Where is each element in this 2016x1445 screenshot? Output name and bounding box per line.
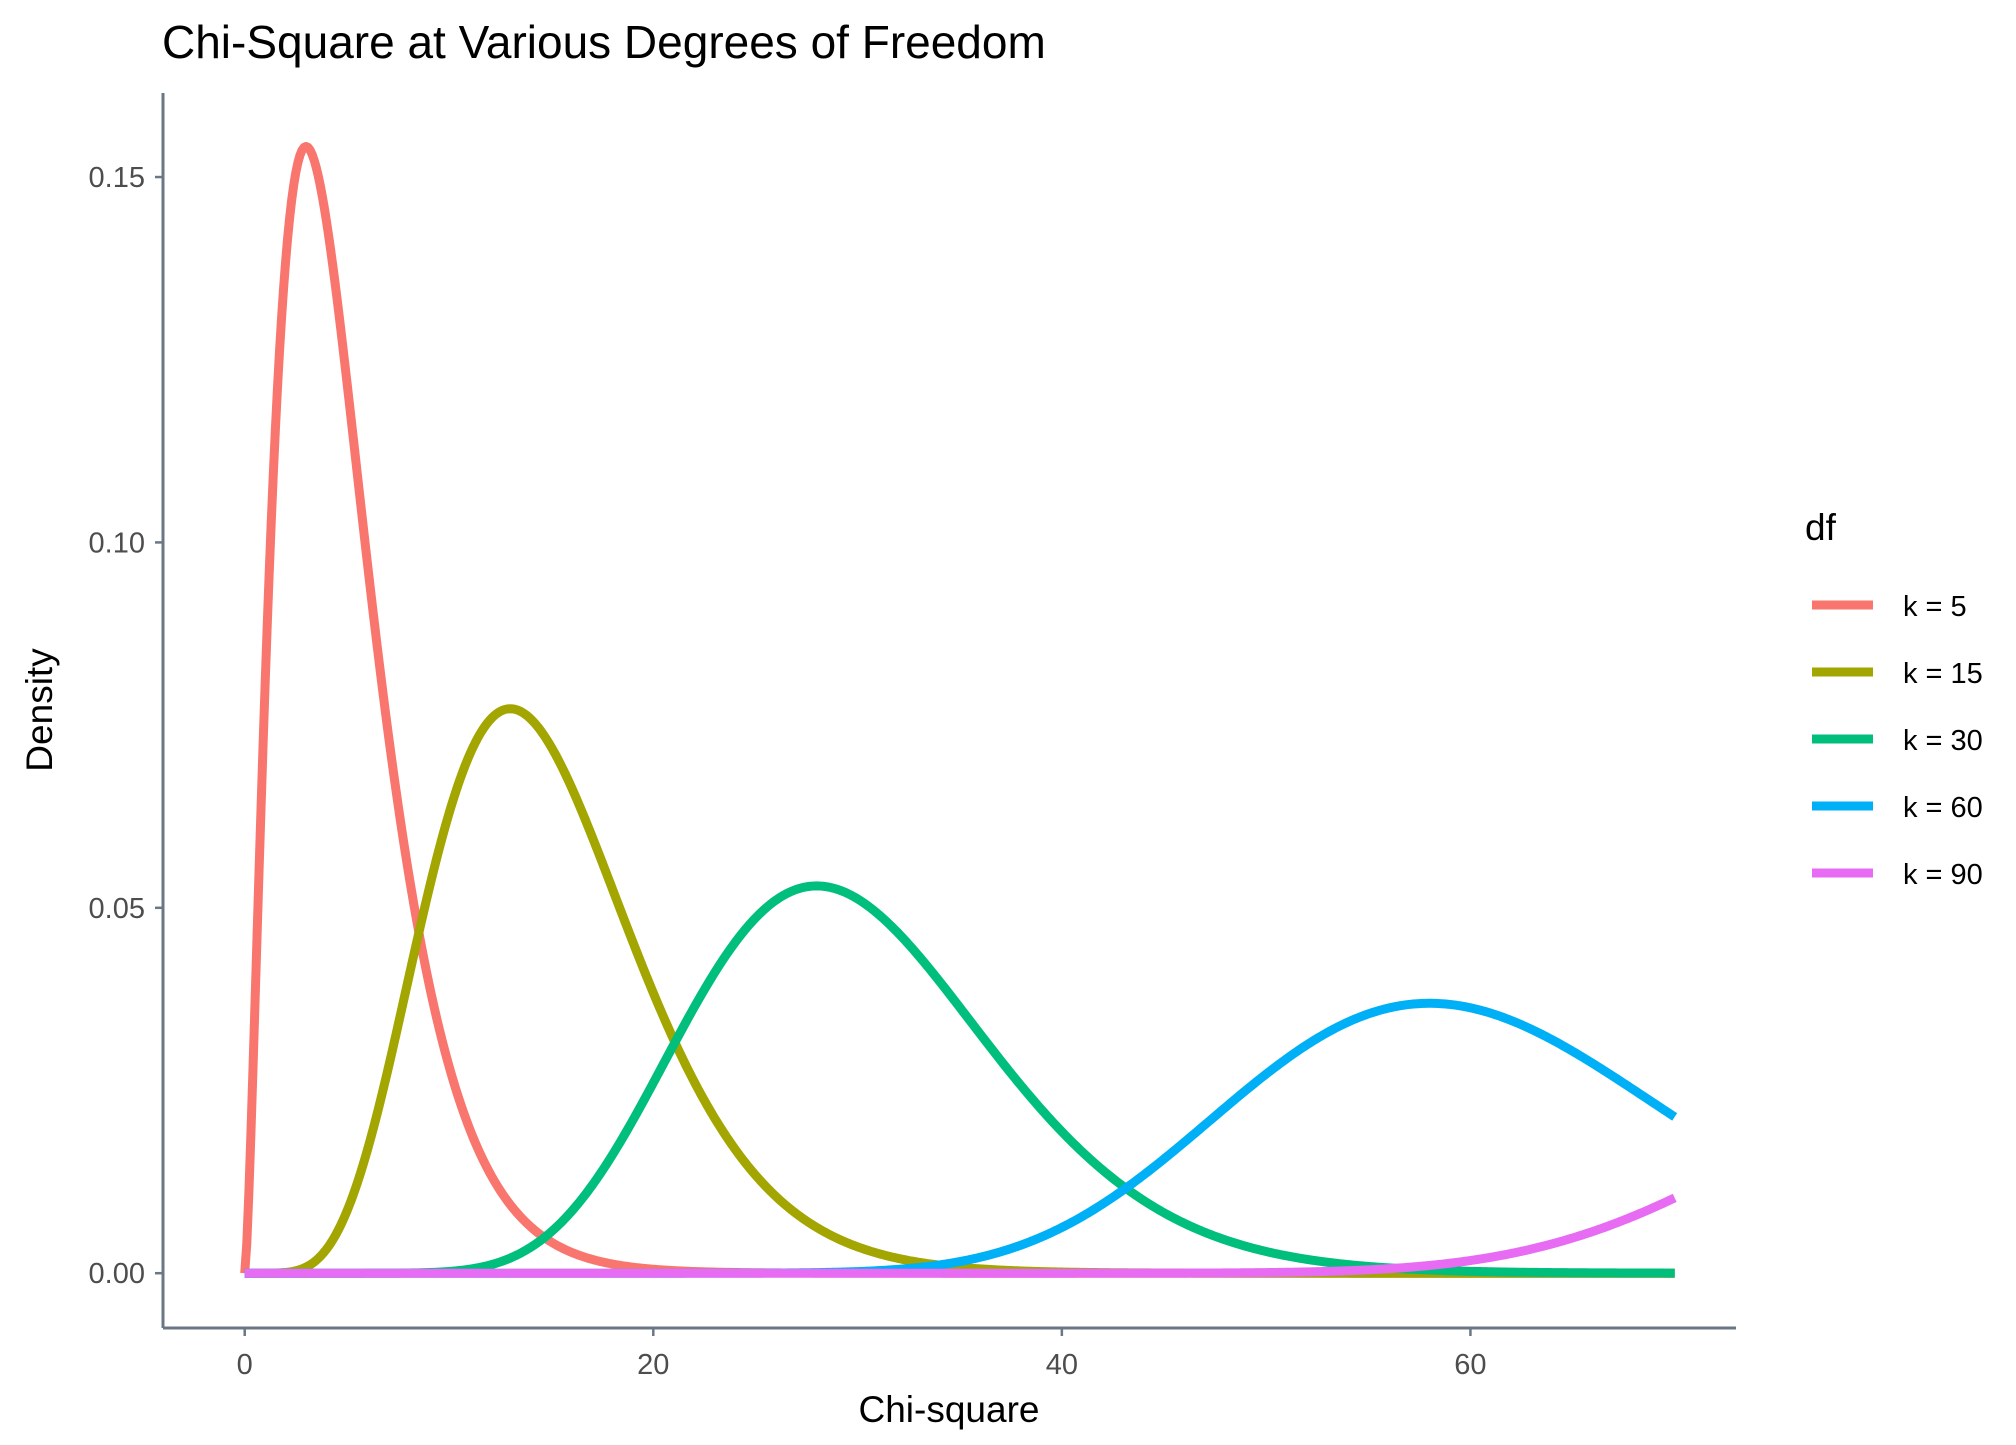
y-tick-label: 0.10	[89, 527, 145, 559]
legend-label-1: k = 5	[1903, 591, 1967, 623]
x-tick-label: 40	[1046, 1349, 1078, 1381]
legend-label-4: k = 60	[1903, 792, 1983, 824]
legend-title: df	[1805, 507, 1837, 548]
series-group	[240, 141, 1678, 1278]
x-ticks: 0 20 40 60	[237, 1328, 1487, 1381]
legend-label-3: k = 30	[1903, 725, 1983, 757]
y-tick-label: 0.15	[89, 162, 145, 194]
series-line-1	[240, 141, 1678, 1278]
y-ticks: 0.00 0.05 0.10 0.15	[89, 162, 163, 1290]
legend-items: k = 5 k = 15 k = 30 k = 60 k = 90	[1812, 591, 1983, 891]
x-axis-label: Chi-square	[859, 1389, 1040, 1430]
series-line-4	[242, 998, 1678, 1278]
plot-area: 0 20 40 60 0.00 0.05 0.10 0.15	[89, 93, 1736, 1381]
y-tick-label: 0.00	[89, 1258, 145, 1290]
series-line-5	[242, 1193, 1678, 1278]
series-line-3	[242, 881, 1678, 1278]
y-tick-label: 0.05	[89, 893, 145, 925]
series-line-2	[242, 704, 1678, 1278]
x-tick-label: 0	[237, 1349, 253, 1381]
x-tick-label: 60	[1454, 1349, 1486, 1381]
x-tick-label: 20	[637, 1349, 669, 1381]
y-axis-label: Density	[19, 648, 60, 772]
legend-label-5: k = 90	[1903, 859, 1983, 891]
legend-label-2: k = 15	[1903, 658, 1983, 690]
chart-title: Chi-Square at Various Degrees of Freedom	[162, 16, 1046, 68]
legend: df k = 5 k = 15 k = 30 k = 60 k = 90	[1805, 507, 1983, 891]
